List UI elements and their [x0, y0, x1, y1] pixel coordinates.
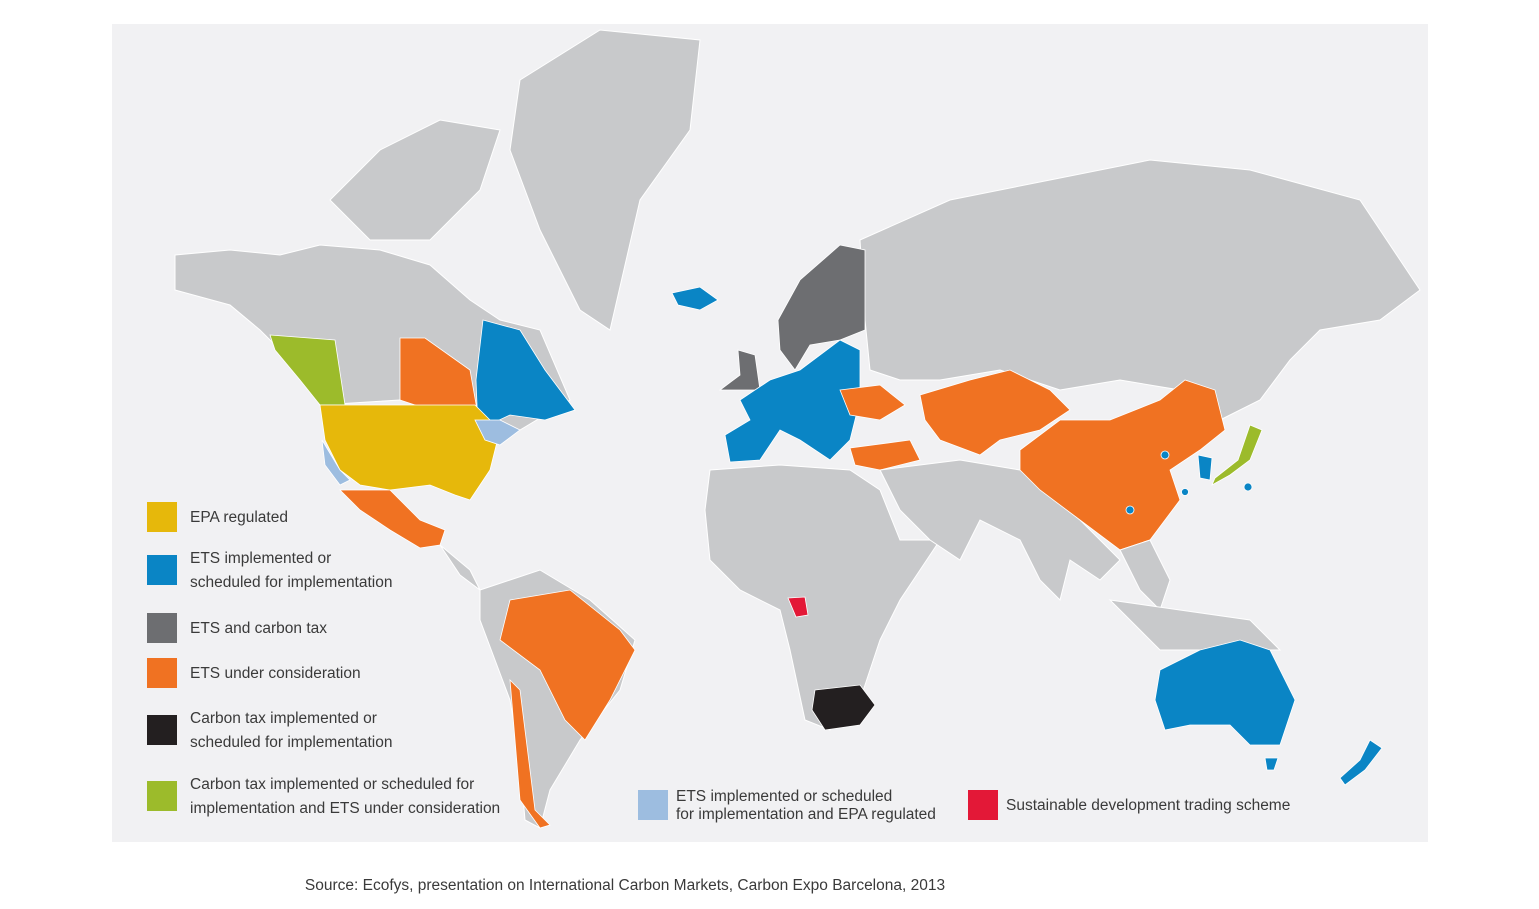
legend-swatch	[638, 790, 668, 820]
city-ets	[1160, 450, 1170, 460]
russia	[859, 159, 1421, 421]
japan	[1211, 424, 1263, 486]
legend: EPA regulated ETS implemented or scheduled…	[147, 502, 1290, 823]
legend-swatch	[968, 790, 998, 820]
quebec	[475, 319, 576, 431]
legend-swatch	[147, 502, 177, 532]
china	[1019, 379, 1226, 551]
city-ets	[1243, 482, 1253, 492]
australia	[1154, 639, 1296, 746]
legend-label: Carbon tax implemented or	[190, 710, 377, 727]
greenland	[509, 29, 701, 331]
world-map	[174, 29, 1421, 829]
california	[321, 439, 351, 486]
uk	[718, 349, 761, 391]
legend-swatch	[147, 715, 177, 745]
legend-label: ETS implemented or scheduled	[676, 788, 892, 805]
ukraine	[839, 384, 906, 421]
city-ets	[1125, 505, 1135, 515]
scandinavia	[777, 244, 866, 371]
legend-label: ETS implemented or	[190, 550, 331, 567]
source-note: Source: Ecofys, presentation on Internat…	[305, 877, 945, 894]
legend-label: scheduled for implementation	[190, 574, 392, 591]
iceland	[671, 286, 719, 311]
legend-swatch	[147, 613, 177, 643]
south-africa	[811, 684, 876, 731]
city-ets	[1181, 488, 1189, 496]
chile	[509, 678, 551, 829]
legend-label: ETS under consideration	[190, 665, 361, 682]
kazakhstan	[919, 369, 1071, 456]
legend-label: for implementation and EPA regulated	[676, 806, 936, 823]
legend-label: implementation and ETS under considerati…	[190, 800, 500, 817]
gabon-congo	[787, 596, 809, 618]
tasmania	[1264, 757, 1279, 771]
turkey	[849, 439, 921, 471]
legend-swatch	[147, 781, 177, 811]
us-northeast	[474, 419, 521, 446]
legend-label: scheduled for implementation	[190, 734, 392, 751]
brazil	[499, 589, 636, 741]
eu	[724, 339, 861, 463]
legend-label: EPA regulated	[190, 509, 288, 526]
legend-swatch	[147, 555, 177, 585]
legend-swatch	[147, 658, 177, 688]
legend-label: Sustainable development trading scheme	[1006, 797, 1290, 814]
indonesia	[1108, 599, 1282, 651]
legend-label: ETS and carbon tax	[190, 620, 327, 637]
arctic-islands	[329, 119, 501, 241]
legend-label: Carbon tax implemented or scheduled for	[190, 776, 474, 793]
korea	[1197, 454, 1213, 481]
new-zealand	[1339, 739, 1383, 786]
